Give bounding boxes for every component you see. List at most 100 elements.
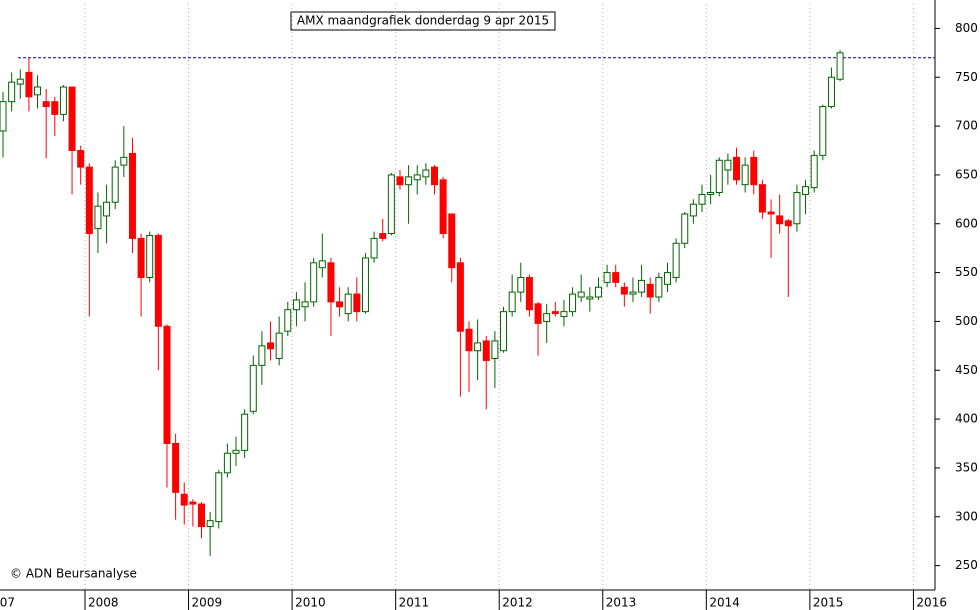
y-tick-label: 650 — [955, 167, 978, 181]
candle-body — [154, 234, 162, 327]
candle-body — [802, 186, 810, 195]
candle-body — [612, 272, 620, 283]
candle-body — [560, 311, 568, 318]
candle-body — [836, 52, 844, 80]
candle-body — [370, 237, 378, 259]
y-tick-label: 800 — [955, 21, 978, 35]
candle-body — [197, 503, 205, 528]
x-tick-label: 2010 — [295, 596, 326, 610]
x-tick-label: 2011 — [399, 596, 430, 610]
watermark: © ADN Beursanalyse — [10, 567, 137, 581]
candle-body — [310, 262, 318, 303]
candle-body — [258, 345, 266, 366]
candle-body — [146, 234, 154, 278]
candle-body — [267, 342, 275, 350]
candle-body — [569, 293, 577, 313]
candle-body — [517, 276, 525, 293]
candle-body — [784, 220, 792, 227]
candle-body — [430, 166, 438, 186]
title-box — [290, 11, 556, 31]
candle-body — [42, 101, 50, 108]
candle-body — [215, 472, 223, 523]
candle-body — [25, 71, 33, 98]
candle-body — [344, 293, 352, 315]
candle-body — [827, 76, 835, 108]
y-tick-label: 350 — [955, 460, 978, 474]
candle-body — [776, 215, 784, 225]
candle-body — [0, 101, 7, 132]
y-tick-label: 500 — [955, 314, 978, 328]
candle-body — [34, 86, 42, 96]
x-tick-label: 2009 — [192, 596, 223, 610]
candle-body — [681, 213, 689, 244]
candle-body — [758, 184, 766, 213]
candle-body — [482, 340, 490, 361]
x-tick-label: 2014 — [709, 596, 740, 610]
y-tick-label: 450 — [955, 363, 978, 377]
candle-body — [120, 156, 128, 166]
x-tick-label: 2016 — [916, 596, 947, 610]
y-tick-label: 600 — [955, 216, 978, 230]
candle-body — [292, 299, 300, 311]
y-tick-label: 550 — [955, 265, 978, 279]
candle-body — [439, 179, 447, 235]
candle-body — [689, 203, 697, 217]
y-tick-label: 400 — [955, 412, 978, 426]
x-tick-label: 2015 — [813, 596, 844, 610]
candle-body — [379, 233, 387, 239]
chart-title: AMX maandgrafiek donderdag 9 apr 2015 — [297, 14, 549, 28]
candle-body — [232, 449, 240, 454]
candle-body — [629, 291, 637, 295]
candle-body — [534, 303, 542, 324]
candle-body — [172, 443, 180, 493]
candle-body — [603, 272, 611, 283]
candle-body — [223, 452, 231, 474]
candle-body — [646, 283, 654, 298]
candle-body — [733, 156, 741, 181]
candle-body — [336, 301, 344, 308]
candle-body — [8, 81, 16, 103]
candle-body — [741, 164, 749, 186]
candle-body — [59, 86, 67, 115]
candle-body — [551, 311, 559, 315]
candle-body — [387, 174, 395, 235]
candle-body — [810, 154, 818, 189]
candle-body — [353, 293, 361, 313]
y-tick-label: 700 — [955, 119, 978, 133]
candle-body — [103, 201, 111, 217]
y-tick-label: 750 — [955, 70, 978, 84]
candle-body — [16, 78, 24, 85]
candle-body — [422, 169, 430, 178]
candle-body — [361, 257, 369, 313]
candle-body — [707, 191, 715, 195]
y-tick-label: 300 — [955, 509, 978, 523]
candle-body — [448, 213, 456, 269]
candle-body — [586, 296, 594, 300]
candle-body — [275, 332, 283, 360]
candle-body — [128, 152, 136, 239]
candle-body — [543, 313, 551, 322]
candle-body — [51, 101, 59, 115]
candle-body — [456, 262, 464, 332]
candle-body — [655, 276, 663, 298]
candle-body — [474, 342, 482, 352]
candle-body — [111, 166, 119, 203]
x-tick-label: 2007 — [0, 596, 15, 610]
candle-body — [767, 211, 775, 215]
candle-body — [284, 309, 292, 332]
candle-body — [672, 242, 680, 278]
candle-body — [620, 286, 628, 295]
candle-body — [724, 159, 732, 171]
candle-body — [819, 106, 827, 156]
candle-body — [500, 311, 508, 352]
candle-body — [206, 520, 214, 528]
candle-body — [180, 493, 188, 506]
candle-body — [137, 237, 145, 278]
candle-body — [525, 276, 533, 311]
candle-body — [750, 156, 758, 186]
candle-body — [301, 301, 309, 308]
candle-body — [508, 291, 516, 313]
